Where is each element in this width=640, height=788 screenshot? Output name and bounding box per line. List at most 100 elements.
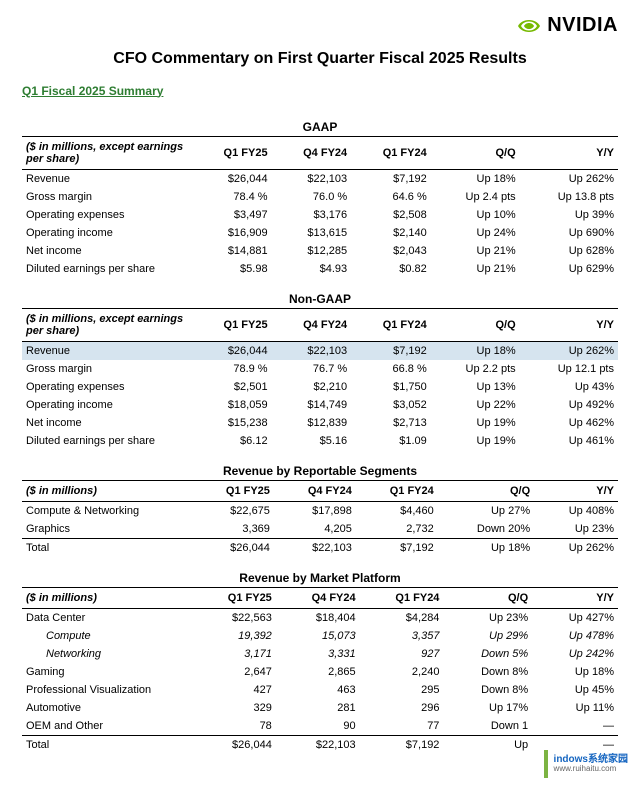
- row-label: OEM and Other: [22, 717, 192, 736]
- cell: 19,392: [192, 627, 276, 645]
- table-row: Net income$15,238$12,839$2,713Up 19%Up 4…: [22, 414, 618, 432]
- section-platform: Revenue by Market Platform($ in millions…: [22, 571, 618, 754]
- row-header: ($ in millions): [22, 480, 192, 501]
- cell: Down 8%: [443, 663, 532, 681]
- cell: $17,898: [274, 501, 356, 520]
- table-row: Gross margin78.4 %76.0 %64.6 %Up 2.4 pts…: [22, 188, 618, 206]
- page-title: CFO Commentary on First Quarter Fiscal 2…: [22, 50, 618, 68]
- cell: Up 29%: [443, 627, 532, 645]
- cell: Up 462%: [520, 414, 618, 432]
- col-header: Q1 FY24: [356, 480, 438, 501]
- cell: Up 13.8 pts: [520, 188, 618, 206]
- watermark-text: indows系统家园 www.ruihaitu.com: [554, 754, 628, 774]
- cell: $16,909: [192, 224, 272, 242]
- cell: 66.8 %: [351, 360, 431, 378]
- row-label: Diluted earnings per share: [22, 432, 192, 450]
- table-row: Net income$14,881$12,285$2,043Up 21%Up 6…: [22, 242, 618, 260]
- cell: Down 1: [443, 717, 532, 736]
- cell: Up 629%: [520, 260, 618, 278]
- cell: 2,647: [192, 663, 276, 681]
- cell: 927: [360, 645, 444, 663]
- col-header: Q/Q: [438, 480, 534, 501]
- table-row: Operating income$16,909$13,615$2,140Up 2…: [22, 224, 618, 242]
- cell: $1.09: [351, 432, 431, 450]
- cell: Up 23%: [534, 520, 618, 539]
- row-label: Data Center: [22, 608, 192, 627]
- cell: Up 21%: [431, 242, 520, 260]
- cell: Up 19%: [431, 414, 520, 432]
- cell: Up 492%: [520, 396, 618, 414]
- row-label: Operating income: [22, 396, 192, 414]
- cell: Up 2.2 pts: [431, 360, 520, 378]
- table-row: Professional Visualization427463295Down …: [22, 681, 618, 699]
- cell: $22,103: [274, 538, 356, 557]
- cell: Up 19%: [431, 432, 520, 450]
- cell: 463: [276, 681, 360, 699]
- cell: Up: [443, 735, 532, 754]
- row-label: Automotive: [22, 699, 192, 717]
- cell: $4.93: [272, 260, 352, 278]
- cell: Up 461%: [520, 432, 618, 450]
- watermark-line2: www.ruihaitu.com: [554, 765, 628, 774]
- cell: 2,865: [276, 663, 360, 681]
- cell: $7,192: [351, 341, 431, 360]
- col-header: Q/Q: [431, 308, 520, 341]
- cell: $22,675: [192, 501, 274, 520]
- cell: Up 21%: [431, 260, 520, 278]
- row-label: Gaming: [22, 663, 192, 681]
- cell: $2,210: [272, 378, 352, 396]
- table-row: Operating expenses$2,501$2,210$1,750Up 1…: [22, 378, 618, 396]
- cell: Up 18%: [532, 663, 618, 681]
- cell: $22,563: [192, 608, 276, 627]
- cell: $15,238: [192, 414, 272, 432]
- col-header: Y/Y: [520, 136, 618, 169]
- cell: 296: [360, 699, 444, 717]
- row-label: Net income: [22, 414, 192, 432]
- col-header: Q1 FY24: [360, 587, 444, 608]
- table-row: Automotive329281296Up 17%Up 11%: [22, 699, 618, 717]
- cell: Up 262%: [520, 169, 618, 188]
- row-label: Revenue: [22, 169, 192, 188]
- col-header: Q1 FY25: [192, 587, 276, 608]
- cell: $7,192: [356, 538, 438, 557]
- cell: 76.0 %: [272, 188, 352, 206]
- table-row: Compute19,39215,0733,357Up 29%Up 478%: [22, 627, 618, 645]
- logo-row: NVIDIA: [22, 14, 618, 40]
- cell: 3,357: [360, 627, 444, 645]
- col-header: Q4 FY24: [272, 136, 352, 169]
- section-segments: Revenue by Reportable Segments($ in mill…: [22, 464, 618, 557]
- cell: 3,171: [192, 645, 276, 663]
- row-label: Total: [22, 735, 192, 754]
- table-nongaap: ($ in millions, except earnings per shar…: [22, 308, 618, 450]
- cell: $22,103: [272, 341, 352, 360]
- cell: Up 45%: [532, 681, 618, 699]
- cell: 4,205: [274, 520, 356, 539]
- section-gaap: GAAP($ in millions, except earnings per …: [22, 120, 618, 278]
- row-label: Operating expenses: [22, 206, 192, 224]
- summary-link[interactable]: Q1 Fiscal 2025 Summary: [22, 84, 163, 98]
- cell: 90: [276, 717, 360, 736]
- cell: 295: [360, 681, 444, 699]
- section-heading: Non-GAAP: [22, 292, 618, 306]
- col-header: Q1 FY24: [351, 136, 431, 169]
- row-label: Diluted earnings per share: [22, 260, 192, 278]
- cell: 329: [192, 699, 276, 717]
- cell: Up 39%: [520, 206, 618, 224]
- table-row: Graphics3,3694,2052,732Down 20%Up 23%: [22, 520, 618, 539]
- cell: $3,052: [351, 396, 431, 414]
- cell: 281: [276, 699, 360, 717]
- cell: $26,044: [192, 735, 276, 754]
- cell: Up 242%: [532, 645, 618, 663]
- cell: $26,044: [192, 169, 272, 188]
- table-row: Revenue$26,044$22,103$7,192Up 18%Up 262%: [22, 169, 618, 188]
- col-header: Q4 FY24: [276, 587, 360, 608]
- cell: 15,073: [276, 627, 360, 645]
- cell: Down 5%: [443, 645, 532, 663]
- document-page: NVIDIA CFO Commentary on First Quarter F…: [0, 0, 640, 788]
- table-row: Compute & Networking$22,675$17,898$4,460…: [22, 501, 618, 520]
- row-header: ($ in millions): [22, 587, 192, 608]
- cell: $2,508: [351, 206, 431, 224]
- cell: Up 18%: [431, 169, 520, 188]
- nvidia-eye-icon: [517, 17, 541, 35]
- cell: Down 20%: [438, 520, 534, 539]
